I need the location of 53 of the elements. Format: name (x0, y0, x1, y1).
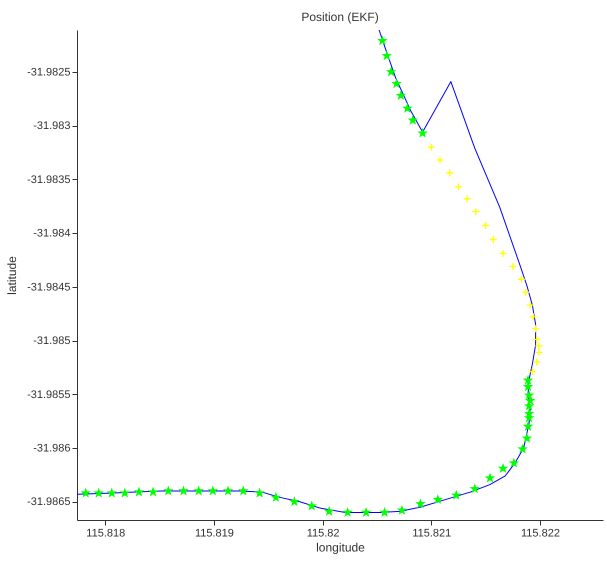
point (532, 358, 541, 366)
point (436, 156, 444, 164)
point (462, 194, 472, 203)
x-tick-label: 115.818 (86, 528, 126, 540)
y-tick-label: -31.984 (33, 228, 70, 240)
y-tick-label: -31.9865 (27, 496, 70, 508)
x-tick-label: 115.822 (520, 528, 560, 540)
point (208, 486, 217, 494)
point (446, 168, 454, 178)
point (472, 207, 480, 216)
y-tick-label: -31.985 (33, 335, 70, 348)
y-tick-label: -31.9845 (27, 281, 70, 294)
x-tick-label: 115.819 (194, 528, 234, 540)
point (308, 502, 316, 510)
y-tick-label: -31.9835 (27, 174, 70, 186)
point (454, 182, 463, 192)
x-tick-label: 115.821 (412, 528, 452, 540)
point (526, 300, 534, 310)
point (470, 484, 479, 492)
point (434, 495, 442, 504)
point (108, 488, 116, 497)
point (403, 104, 412, 112)
point (344, 508, 352, 516)
point (534, 348, 544, 357)
point (272, 493, 280, 501)
point (528, 368, 537, 376)
point (508, 262, 517, 271)
point (531, 324, 540, 333)
point (179, 486, 188, 494)
point (325, 507, 334, 515)
point (481, 221, 490, 230)
y-tick-label: -31.9855 (27, 388, 70, 401)
point (529, 312, 538, 322)
point (82, 488, 90, 497)
point (120, 488, 129, 497)
point (164, 486, 172, 494)
point (522, 288, 530, 296)
point (498, 249, 508, 258)
point (194, 486, 203, 494)
point (510, 458, 518, 467)
y-tick-label: -31.9825 (27, 66, 70, 78)
point (239, 486, 248, 494)
point (94, 488, 103, 497)
point (396, 91, 405, 100)
y-tick-label: -31.986 (33, 442, 70, 455)
x-axis-title: longitude (316, 540, 366, 554)
chart-title: Position (EKF) (301, 10, 379, 24)
y-tick-label: -31.983 (33, 120, 70, 132)
point (427, 142, 436, 152)
y-axis-title: latitude (5, 256, 20, 295)
point (517, 275, 526, 284)
point (489, 235, 498, 244)
x-tick-label: 115.82 (306, 528, 340, 540)
